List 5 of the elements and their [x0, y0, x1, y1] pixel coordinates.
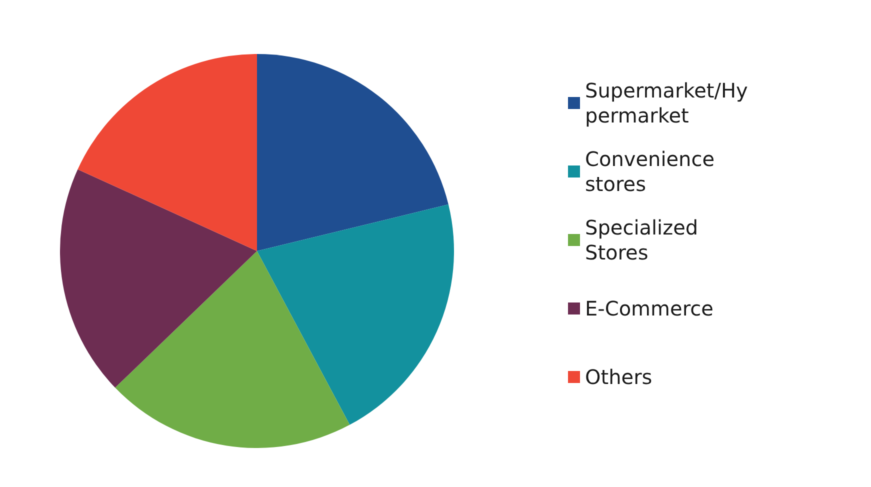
legend-label: Others: [585, 365, 652, 389]
legend-label: Specialized Stores: [585, 216, 698, 264]
legend-label: E-Commerce: [585, 296, 714, 320]
legend-label: Supermarket/Hypermarket: [585, 78, 748, 128]
legend-label: Convenience stores: [585, 147, 715, 196]
